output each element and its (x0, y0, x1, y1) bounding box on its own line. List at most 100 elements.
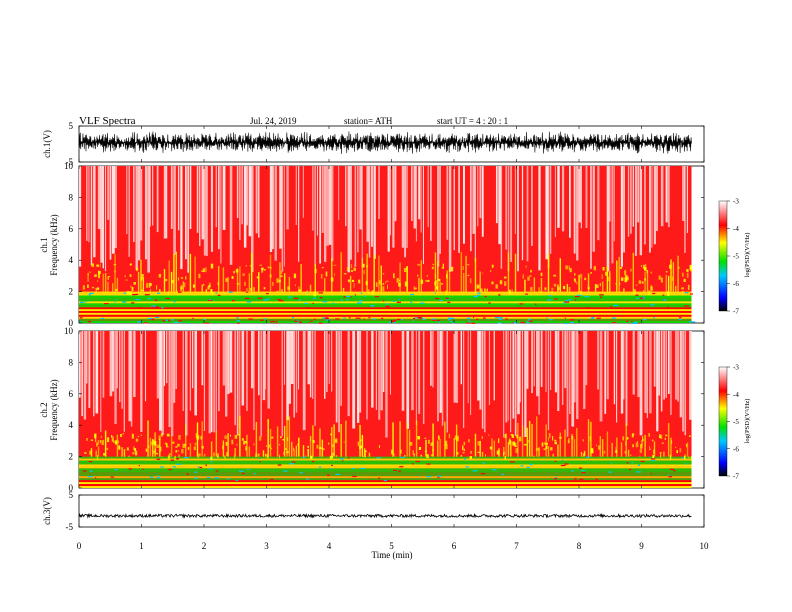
x-axis-label: Time (min) (372, 550, 413, 560)
spectrogram-speckle (82, 285, 85, 290)
spectrogram-streak (316, 166, 318, 236)
spectrogram-speckle (635, 297, 639, 299)
ch3-waveform-line (78, 512, 692, 519)
spectrogram-speckle (236, 283, 240, 285)
spectrogram-speckle (120, 434, 123, 437)
spectrogram-streak (472, 166, 476, 234)
spectrogram-speckle (631, 321, 633, 323)
spectrogram-streak (611, 166, 614, 264)
spectrogram-band-row (79, 464, 692, 467)
spectrogram-speckle (194, 442, 197, 446)
spectrogram-streak (222, 331, 225, 386)
spectrogram-speckle (529, 463, 533, 465)
spectrogram-speckle (84, 452, 87, 454)
spectrogram-speckle (485, 454, 486, 457)
spectrogram-streak (250, 331, 254, 389)
spectrogram-speckle (660, 434, 663, 439)
spectrogram-streak (406, 331, 410, 429)
spectrogram-burst (173, 254, 175, 292)
spectrogram-speckle (399, 466, 404, 468)
spectrogram-speckle (689, 293, 693, 295)
spectrogram-speckle (187, 447, 190, 450)
spectrogram-speckle (387, 306, 390, 308)
spectrogram-speckle (442, 263, 444, 269)
spectrogram-burst (298, 437, 300, 457)
spectrogram-speckle (89, 470, 93, 472)
spectrogram-burst (437, 440, 439, 457)
spectrogram-streak (538, 331, 540, 415)
spectrogram-speckle (392, 319, 396, 322)
spectrogram-speckle (681, 287, 684, 290)
spectrogram-speckle (651, 439, 654, 442)
spectrogram-speckle (165, 297, 170, 300)
spectrogram-speckle (231, 276, 234, 279)
spectrogram-speckle (164, 442, 167, 445)
spectrogram-speckle (139, 307, 142, 309)
spectrogram-burst (632, 252, 635, 292)
spectrogram-speckle (325, 271, 328, 277)
spectrogram-speckle (135, 298, 141, 301)
spectrogram-speckle (228, 291, 233, 293)
spectrogram-speckle (498, 438, 500, 443)
spectrogram-burst (335, 455, 338, 457)
spectrogram-speckle (297, 321, 299, 323)
spectrogram-speckle (111, 438, 114, 442)
spectrogram-burst (580, 451, 583, 457)
spectrogram-speckle (565, 322, 568, 325)
spectrogram-speckle (333, 264, 337, 266)
spectrogram-speckle (325, 319, 330, 321)
spectrogram-speckle (376, 457, 381, 459)
spectrogram-streak (250, 166, 254, 272)
spectrogram-burst (255, 421, 258, 457)
spectrogram-streak (630, 166, 632, 234)
spectrogram-speckle (258, 436, 262, 441)
spectrogram-speckle (427, 279, 430, 282)
spectrogram-speckle (492, 469, 497, 471)
spectrogram-burst (536, 416, 538, 457)
spectrogram-streak (599, 331, 603, 422)
spectrogram-speckle (633, 321, 638, 323)
spectrogram-speckle (331, 452, 334, 456)
spectrogram-speckle (529, 275, 532, 277)
spectrogram-burst (309, 284, 312, 292)
spectrogram-speckle (468, 439, 470, 443)
spectrogram-speckle (379, 280, 381, 285)
spectrogram-streak (203, 166, 207, 256)
spectrogram-speckle (114, 301, 116, 303)
spectrogram-line-row (79, 312, 692, 315)
spectrogram-streak (550, 331, 552, 390)
spectrogram-speckle (175, 446, 178, 448)
spectrogram-streak (335, 331, 338, 423)
spectrogram-speckle (613, 304, 618, 307)
spectrogram-speckle (217, 294, 221, 296)
spectrogram-speckle (173, 321, 178, 323)
spectrogram-streak (637, 166, 640, 223)
spectrogram-burst (107, 281, 109, 292)
spectrogram-speckle (244, 281, 246, 286)
spectrogram-speckle (541, 442, 544, 447)
spectrogram-streak (519, 331, 521, 403)
spectrogram-speckle (396, 318, 401, 320)
spectrogram-speckle (639, 449, 642, 454)
spectrogram-streak (474, 166, 476, 262)
spectrogram-speckle (482, 462, 485, 464)
spectrogram-speckle (115, 288, 118, 292)
spectrogram-streak (488, 331, 490, 405)
spectrogram-speckle (202, 268, 205, 273)
spectrogram-speckle (173, 301, 176, 303)
spectrogram-burst (123, 449, 126, 457)
spectrogram-speckle (278, 444, 281, 446)
spectrogram-streak (222, 166, 226, 230)
spectrogram-speckle (480, 473, 486, 475)
spectrogram-streak (189, 166, 192, 229)
spectrogram-speckle (359, 445, 361, 450)
spectrogram-streak (328, 166, 332, 245)
spectrogram-streak (104, 166, 107, 272)
spectrogram-speckle (514, 445, 517, 447)
spectrogram-speckle (182, 443, 186, 448)
spectrogram-streak (354, 166, 357, 267)
spectrogram-streak (225, 331, 228, 417)
spectrogram-streak (352, 331, 356, 429)
ch1-spectrogram-y-tick-label: 6 (69, 224, 74, 234)
spectrogram-speckle (245, 448, 247, 450)
